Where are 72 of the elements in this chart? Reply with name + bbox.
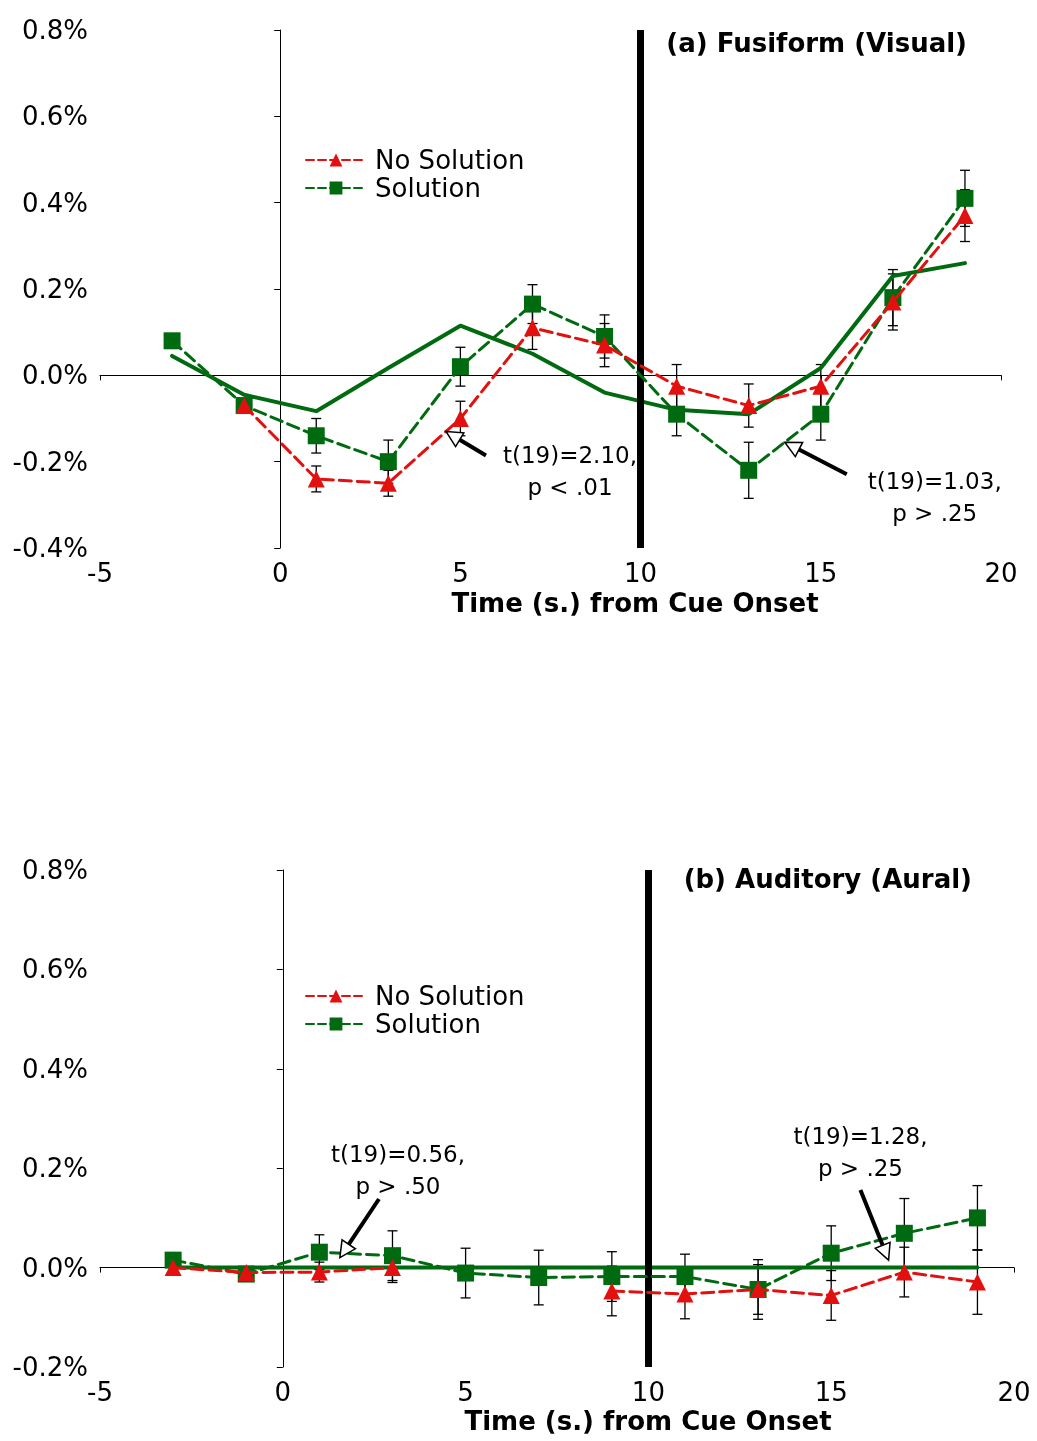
y-tick-label: -0.4% xyxy=(12,533,88,563)
point xyxy=(895,1263,913,1281)
point xyxy=(383,1259,401,1277)
annotation: t(19)=0.56, p > .50 xyxy=(330,1141,465,1200)
annotation: t(19)=2.10, p < .01 xyxy=(502,442,637,501)
point xyxy=(523,319,541,337)
x-tick-label: 5 xyxy=(452,558,469,588)
point xyxy=(379,453,397,471)
point xyxy=(383,1247,401,1265)
x-tick-label: 20 xyxy=(984,558,1018,588)
point xyxy=(451,410,469,427)
legend-label: Solution xyxy=(375,1009,481,1039)
x-tick-label: 15 xyxy=(804,558,838,588)
x-tick-label: 10 xyxy=(631,1377,665,1407)
x-tick-label: 0 xyxy=(271,558,289,588)
point xyxy=(310,1243,328,1261)
y-tick-label: 0.6% xyxy=(21,101,88,132)
legend-label: No Solution xyxy=(375,981,525,1011)
point xyxy=(596,336,614,354)
point xyxy=(812,405,830,423)
point xyxy=(740,461,758,479)
point xyxy=(812,377,830,395)
point xyxy=(164,1259,182,1277)
x-tick-label: 20 xyxy=(997,1377,1031,1407)
point xyxy=(884,293,902,311)
point xyxy=(457,1264,475,1282)
point xyxy=(956,207,974,225)
y-tick-label: 0.0% xyxy=(21,1252,88,1283)
point xyxy=(307,470,325,488)
point xyxy=(668,405,686,423)
x-tick-label: 5 xyxy=(457,1377,474,1407)
point xyxy=(668,377,686,395)
point xyxy=(676,1268,694,1286)
point xyxy=(968,1209,986,1227)
y-tick-label: 0.4% xyxy=(21,187,88,218)
point xyxy=(530,1269,548,1287)
x-axis-title: Time (s.) from Cue Onset xyxy=(451,588,819,618)
chart-title: (b) Auditory (Aural) xyxy=(683,864,972,894)
point xyxy=(956,189,974,207)
point xyxy=(603,1268,621,1286)
chart-title: (a) Fusiform (Visual) xyxy=(666,28,968,58)
point xyxy=(968,1273,986,1291)
point xyxy=(676,1285,694,1303)
legend-label: No Solution xyxy=(375,145,525,175)
point xyxy=(451,358,469,376)
point xyxy=(822,1244,840,1262)
y-tick-label: -0.2% xyxy=(12,1352,88,1382)
x-tick-label: 10 xyxy=(624,558,658,588)
point xyxy=(740,397,758,415)
legend-label: Solution xyxy=(375,173,481,203)
y-tick-label: 0.4% xyxy=(21,1053,88,1084)
y-tick-label: 0.0% xyxy=(21,360,88,391)
point xyxy=(163,332,181,350)
x-tick-label: -5 xyxy=(87,1377,113,1407)
y-tick-label: 0.8% xyxy=(21,855,88,885)
y-tick-label: 0.2% xyxy=(21,1153,88,1184)
x-tick-label: -5 xyxy=(87,558,113,588)
point xyxy=(307,427,325,445)
y-tick-label: 0.6% xyxy=(21,954,88,985)
point xyxy=(379,474,397,492)
y-tick-label: -0.2% xyxy=(12,446,88,477)
point xyxy=(822,1286,840,1304)
point xyxy=(895,1224,913,1242)
x-tick-label: 15 xyxy=(814,1377,848,1407)
point xyxy=(603,1282,621,1300)
point xyxy=(523,295,541,313)
x-axis-title: Time (s.) from Cue Onset xyxy=(464,1406,832,1436)
y-tick-label: 0.8% xyxy=(21,15,88,45)
x-tick-label: 0 xyxy=(274,1377,292,1407)
annotation: t(19)=1.03, p > .25 xyxy=(867,468,1002,527)
y-tick-label: 0.2% xyxy=(21,274,88,304)
annotation: t(19)=1.28, p > .25 xyxy=(793,1122,928,1181)
